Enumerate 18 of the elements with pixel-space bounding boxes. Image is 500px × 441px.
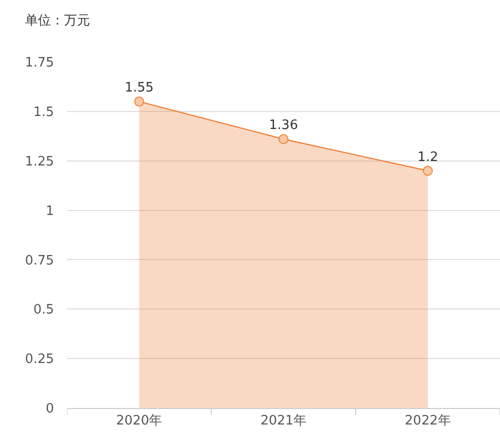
chart-title: 单位：万元 xyxy=(25,14,90,29)
y-tick-label: 1 xyxy=(46,204,54,219)
y-tick-label: 1.25 xyxy=(25,154,54,170)
y-tick-label: 0.25 xyxy=(25,352,54,368)
x-tick-label: 2020年 xyxy=(116,414,162,429)
y-tick-label: 0.75 xyxy=(25,253,54,268)
point xyxy=(422,166,433,176)
data-label: 1.2 xyxy=(417,150,438,165)
x-tick-label: 2022年 xyxy=(404,414,451,429)
y-tick-label: 1.5 xyxy=(33,104,54,120)
y-tick-label: 0.5 xyxy=(33,302,54,318)
x-tick-label: 2021年 xyxy=(260,414,307,429)
data-label: 1.55 xyxy=(124,80,154,96)
data-label: 1.36 xyxy=(269,118,298,134)
y-tick-label: 0 xyxy=(46,402,54,417)
y-tick-label: 1.75 xyxy=(25,56,54,71)
point xyxy=(278,134,288,144)
point xyxy=(134,96,144,107)
